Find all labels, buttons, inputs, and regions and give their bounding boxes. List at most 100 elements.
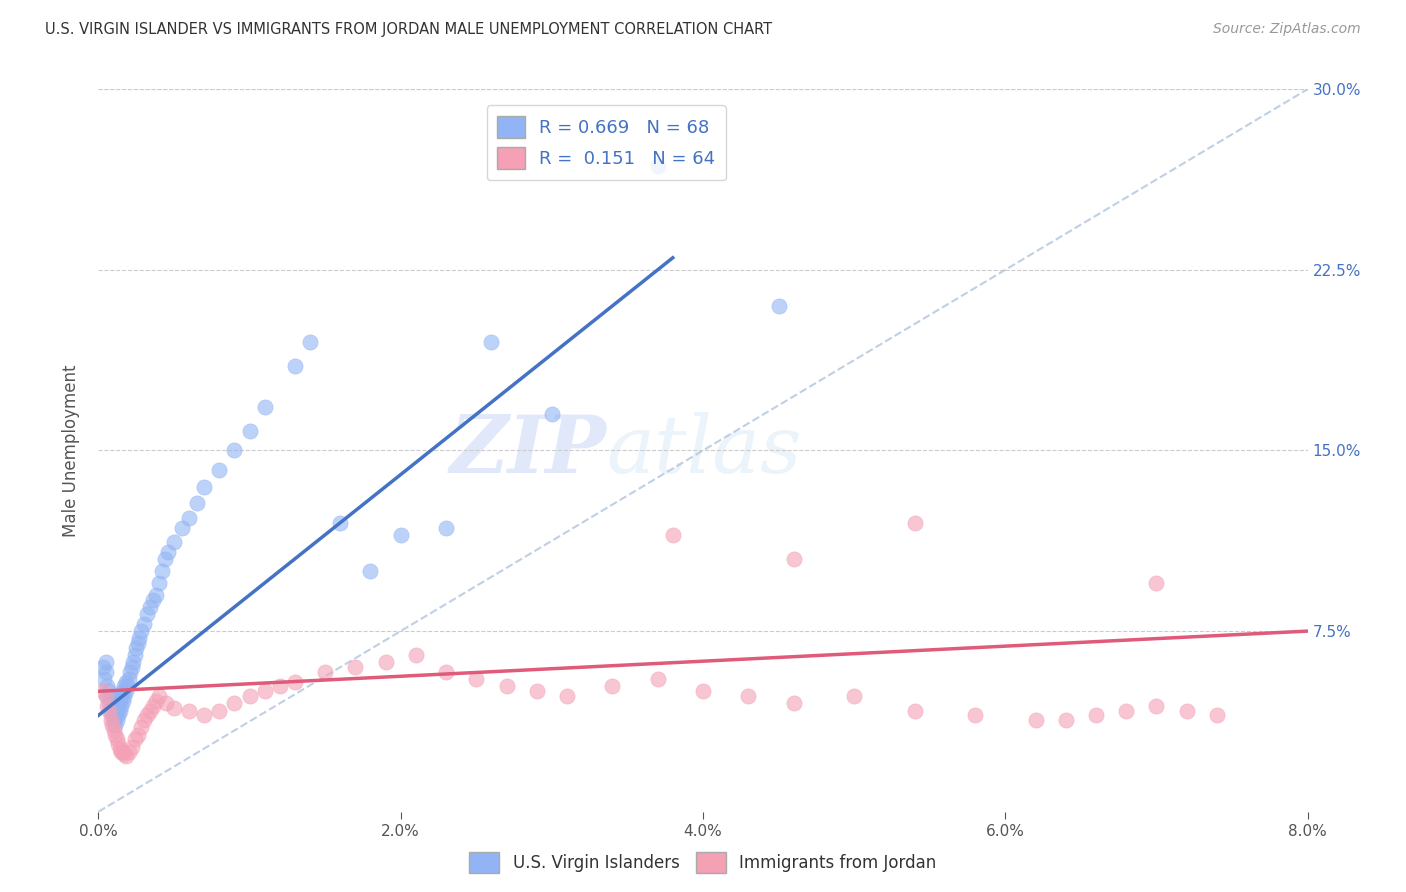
Point <box>104 718 127 732</box>
Point <box>124 732 146 747</box>
Point <box>186 496 208 510</box>
Point <box>108 742 131 756</box>
Point <box>105 713 128 727</box>
Text: atlas: atlas <box>606 412 801 489</box>
Point <box>108 704 131 718</box>
Point <box>148 689 170 703</box>
Point <box>434 665 457 679</box>
Point <box>153 551 176 566</box>
Point <box>405 648 427 662</box>
Point <box>526 684 548 698</box>
Point <box>91 660 114 674</box>
Point <box>112 689 135 703</box>
Point <box>269 680 291 694</box>
Point <box>118 673 141 687</box>
Point <box>163 535 186 549</box>
Point <box>555 689 578 703</box>
Point <box>239 424 262 438</box>
Point <box>844 689 866 703</box>
Point <box>163 701 186 715</box>
Text: U.S. VIRGIN ISLANDER VS IMMIGRANTS FROM JORDAN MALE UNEMPLOYMENT CORRELATION CHA: U.S. VIRGIN ISLANDER VS IMMIGRANTS FROM … <box>45 22 772 37</box>
Point <box>142 698 165 713</box>
Point <box>965 708 987 723</box>
Y-axis label: Male Unemployment: Male Unemployment <box>62 364 80 537</box>
Point <box>737 689 759 703</box>
Point <box>111 694 134 708</box>
Point <box>253 400 276 414</box>
Point <box>374 656 396 670</box>
Point <box>94 689 117 703</box>
Point <box>224 443 246 458</box>
Point <box>107 737 129 751</box>
Point <box>602 680 624 694</box>
Point <box>122 656 145 670</box>
Point <box>108 694 131 708</box>
Point <box>115 680 138 694</box>
Point <box>135 607 157 622</box>
Point <box>96 698 118 713</box>
Point <box>98 696 121 710</box>
Point <box>1054 713 1077 727</box>
Point <box>253 684 276 698</box>
Point <box>121 739 143 754</box>
Point <box>647 673 669 687</box>
Point <box>100 713 122 727</box>
Point <box>1146 576 1168 591</box>
Point <box>94 665 117 679</box>
Legend: U.S. Virgin Islanders, Immigrants from Jordan: U.S. Virgin Islanders, Immigrants from J… <box>463 846 943 880</box>
Point <box>105 704 128 718</box>
Legend: R = 0.669   N = 68, R =  0.151   N = 64: R = 0.669 N = 68, R = 0.151 N = 64 <box>486 105 725 180</box>
Point <box>1146 698 1168 713</box>
Point <box>179 511 201 525</box>
Point <box>155 696 177 710</box>
Point <box>465 673 488 687</box>
Point <box>208 704 231 718</box>
Point <box>170 520 193 534</box>
Point <box>103 723 125 737</box>
Point <box>114 674 136 689</box>
Point <box>114 684 136 698</box>
Point <box>314 665 336 679</box>
Point <box>284 359 307 373</box>
Point <box>132 713 155 727</box>
Point <box>434 520 457 534</box>
Point <box>112 680 135 694</box>
Point <box>111 744 134 758</box>
Point <box>1085 708 1108 723</box>
Point <box>239 689 262 703</box>
Point <box>135 708 157 723</box>
Point <box>1025 713 1047 727</box>
Point <box>127 728 149 742</box>
Point <box>101 708 124 723</box>
Point <box>125 640 148 655</box>
Point <box>156 544 179 558</box>
Point <box>112 747 135 761</box>
Point <box>481 334 503 349</box>
Point <box>121 660 143 674</box>
Point <box>179 704 201 718</box>
Point <box>104 728 127 742</box>
Point <box>783 551 806 566</box>
Point <box>145 588 167 602</box>
Point <box>105 732 128 747</box>
Point <box>150 564 173 578</box>
Point <box>540 407 562 421</box>
Point <box>193 480 215 494</box>
Point <box>120 665 142 679</box>
Point <box>329 516 352 530</box>
Point <box>139 599 162 614</box>
Point <box>96 689 118 703</box>
Point <box>107 698 129 713</box>
Point <box>103 704 125 718</box>
Point <box>139 704 162 718</box>
Point <box>132 616 155 631</box>
Point <box>193 708 215 723</box>
Text: Source: ZipAtlas.com: Source: ZipAtlas.com <box>1213 22 1361 37</box>
Point <box>783 696 806 710</box>
Point <box>91 684 114 698</box>
Point <box>103 713 125 727</box>
Point <box>692 684 714 698</box>
Point <box>101 718 124 732</box>
Point <box>129 721 152 735</box>
Point <box>93 673 115 687</box>
